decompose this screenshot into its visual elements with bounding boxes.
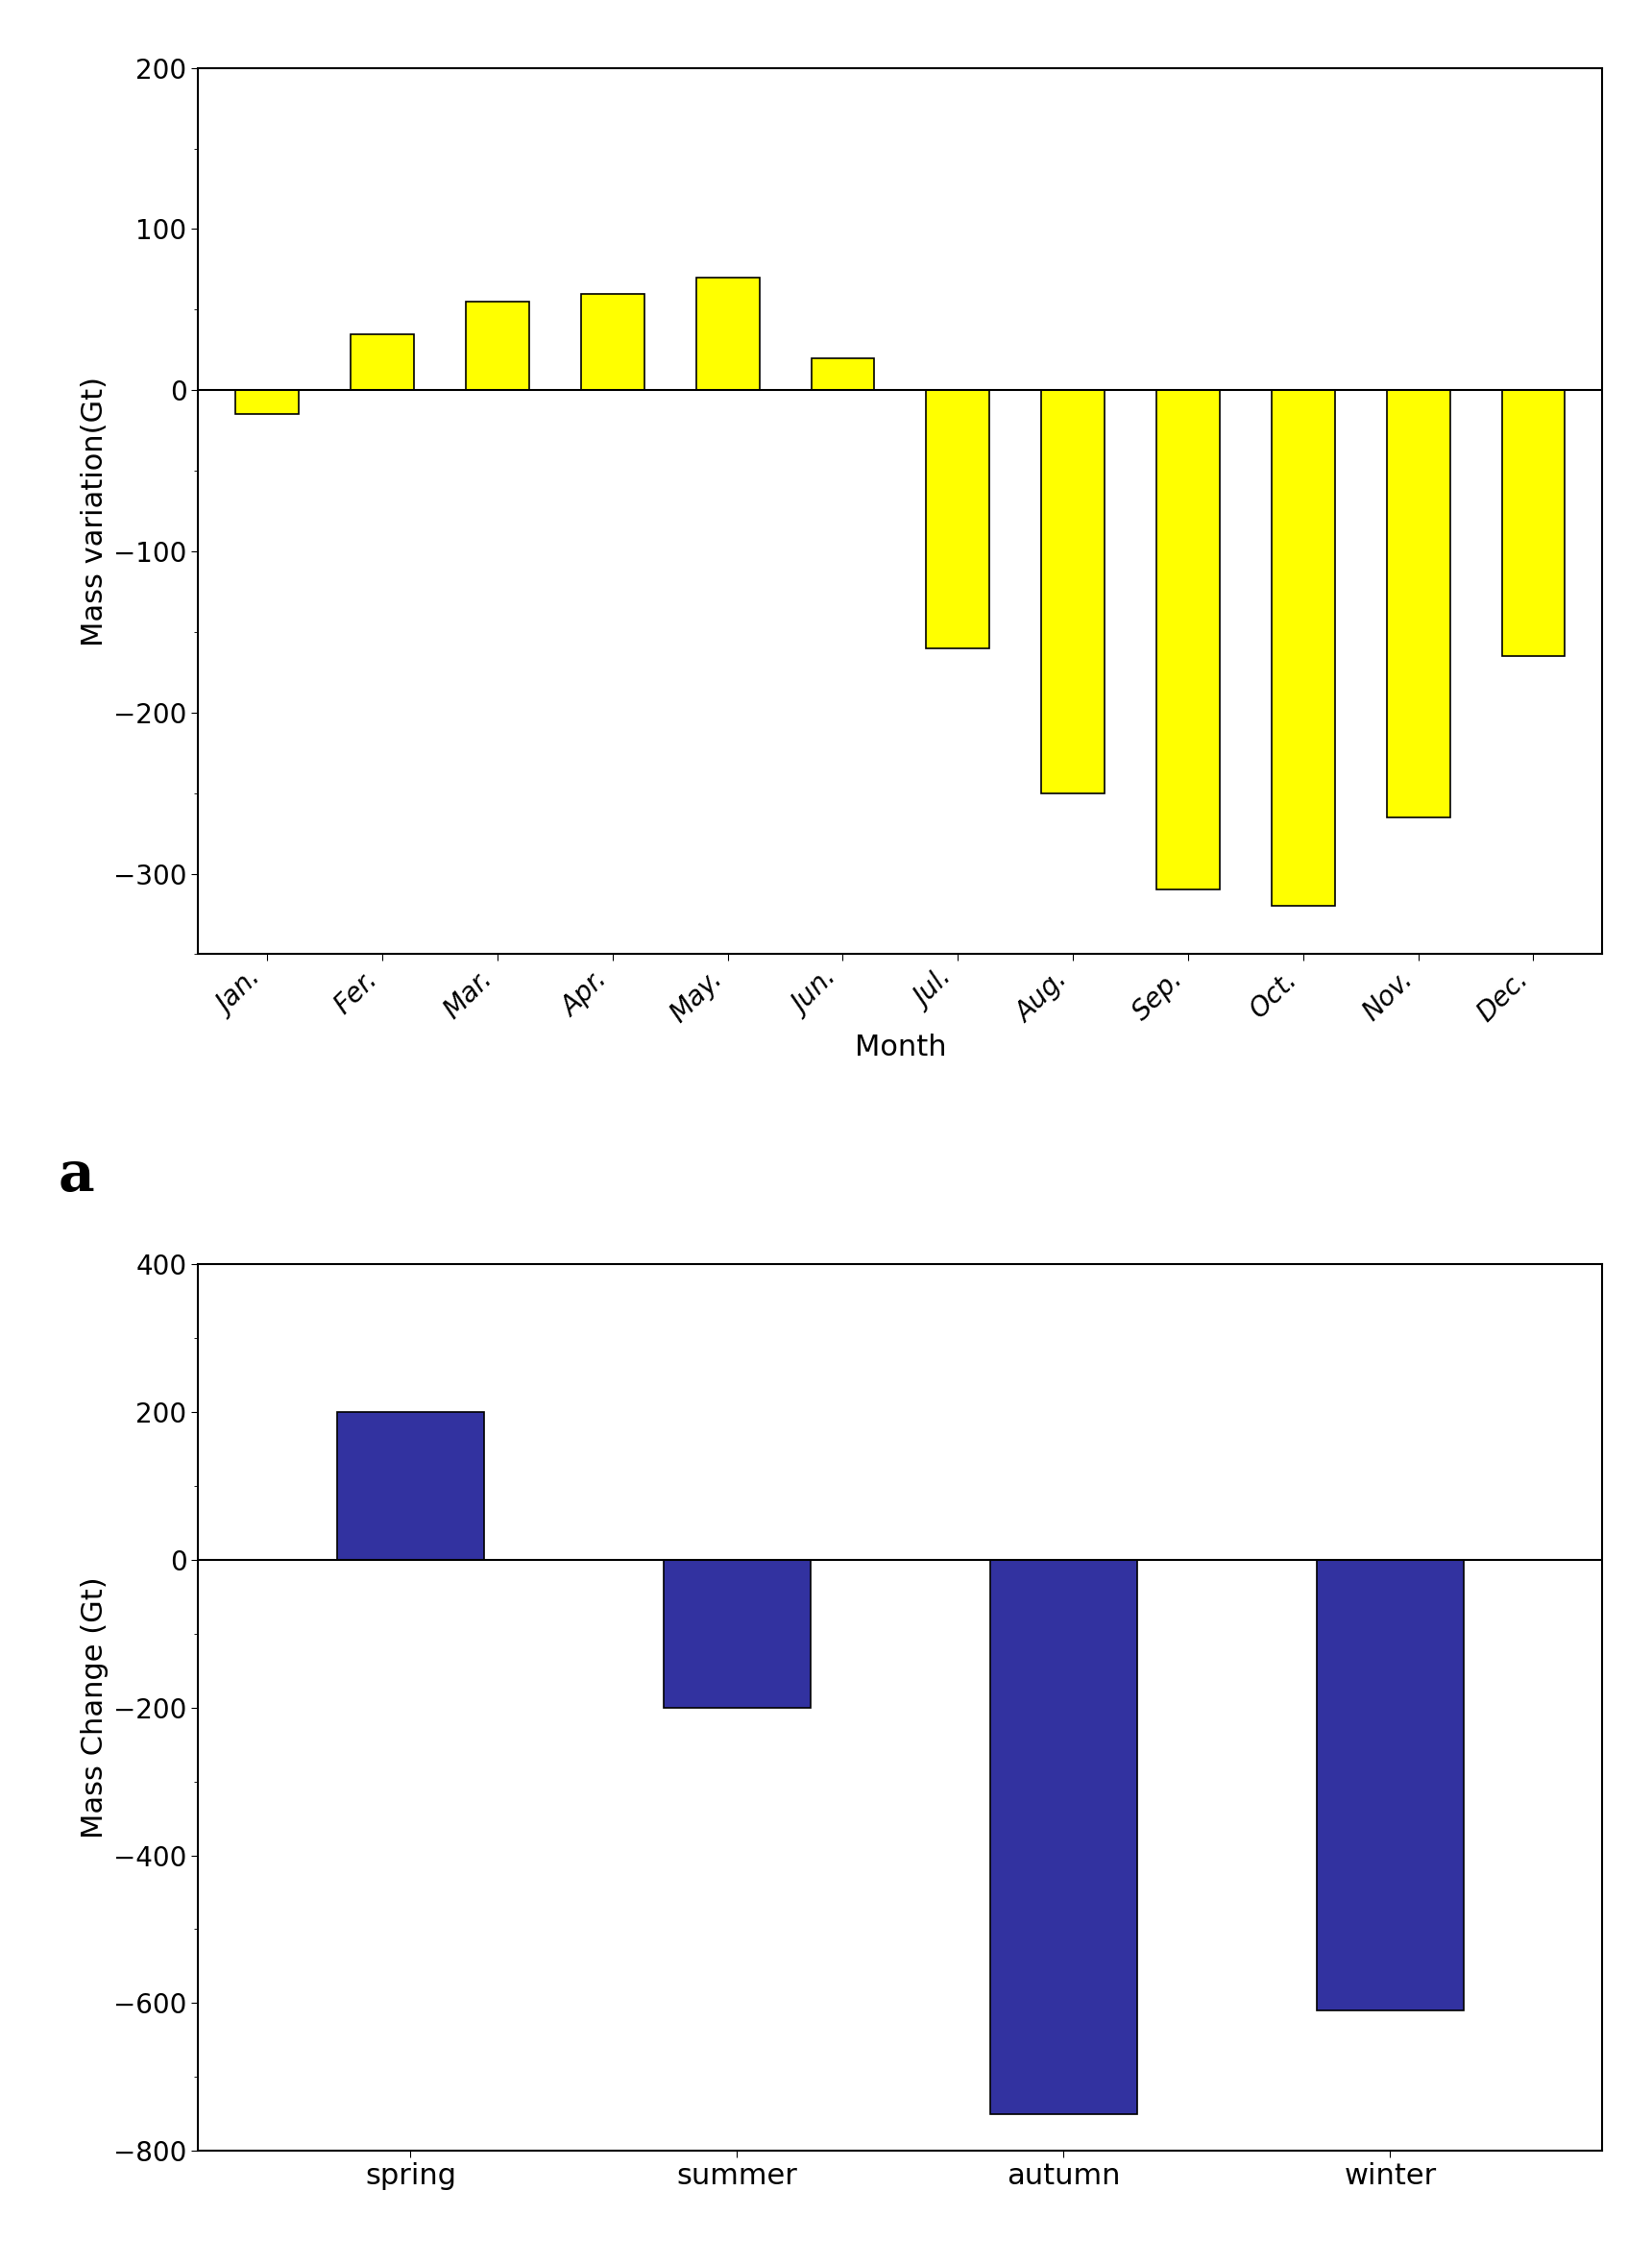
Text: a: a	[58, 1150, 94, 1202]
Bar	[582, 294, 644, 389]
Bar	[1156, 389, 1219, 890]
Bar	[990, 1560, 1137, 2115]
Bar	[1272, 389, 1335, 906]
Y-axis label: Mass variation(Gt): Mass variation(Gt)	[81, 376, 107, 645]
Bar	[1502, 389, 1564, 657]
Bar	[236, 389, 299, 414]
Bar	[811, 358, 874, 389]
Bar	[664, 1560, 811, 1707]
Bar	[1041, 389, 1105, 792]
Bar	[1386, 389, 1450, 817]
Y-axis label: Mass Change (Gt): Mass Change (Gt)	[81, 1576, 109, 1838]
Bar	[695, 278, 760, 389]
Bar	[337, 1413, 484, 1560]
X-axis label: Month: Month	[854, 1032, 947, 1062]
Bar	[466, 301, 529, 389]
Bar	[350, 333, 415, 389]
Bar	[927, 389, 990, 648]
Bar	[1317, 1560, 1464, 2010]
